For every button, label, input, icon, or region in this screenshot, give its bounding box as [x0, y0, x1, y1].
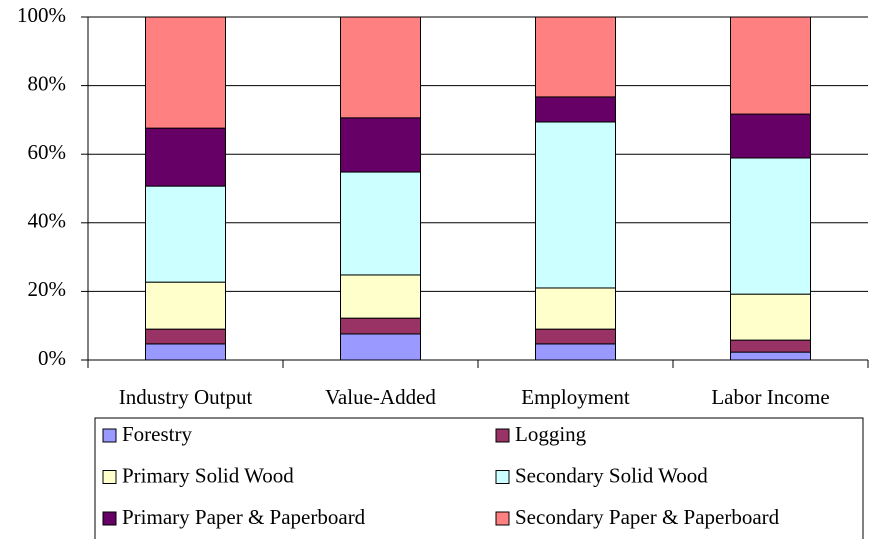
legend-swatch: [495, 511, 510, 526]
legend-swatch: [102, 511, 117, 526]
bar-segment: [730, 339, 811, 353]
x-tick-label: Labor Income: [711, 385, 829, 409]
y-tick-label: 0%: [38, 346, 66, 370]
legend-box: [94, 417, 864, 539]
bar-segment: [730, 293, 811, 341]
bar-segment: [340, 171, 421, 276]
x-tick-label: Industry Output: [119, 385, 253, 409]
x-tick-label: Employment: [521, 385, 630, 409]
legend-swatch: [495, 428, 510, 443]
y-tick-label: 40%: [28, 209, 67, 233]
legend-label: Secondary Paper & Paperboard: [515, 505, 780, 529]
x-tick-label: Value-Added: [325, 385, 436, 409]
bar-segment: [145, 343, 226, 361]
bar-segment: [340, 317, 421, 335]
legend-label: Primary Solid Wood: [122, 463, 294, 487]
bar-segment: [535, 343, 616, 361]
bar-segment: [145, 16, 226, 129]
bar-segment: [730, 16, 811, 115]
y-tick-label: 20%: [28, 277, 67, 301]
bar-segment: [340, 274, 421, 319]
bar-segment: [535, 16, 616, 98]
legend-label: Secondary Solid Wood: [515, 463, 708, 487]
bar-segment: [535, 121, 616, 289]
bar-segment: [535, 328, 616, 345]
legend-label: Primary Paper & Paperboard: [122, 505, 366, 529]
bar-segment: [730, 351, 811, 361]
bar-segment: [535, 96, 616, 123]
bar-segment: [145, 185, 226, 283]
bar-segment: [340, 117, 421, 173]
bar-segment: [145, 328, 226, 345]
legend-swatch: [102, 470, 117, 484]
legend-swatch: [495, 470, 510, 484]
bar-segment: [340, 16, 421, 119]
legend-swatch: [102, 428, 117, 443]
legend-label: Forestry: [122, 422, 192, 446]
bar-segment: [340, 333, 421, 361]
bar-segment: [145, 281, 226, 330]
bar-segment: [535, 287, 616, 330]
bar-segment: [145, 127, 226, 187]
y-tick-label: 80%: [28, 71, 67, 95]
legend-label: Logging: [515, 422, 587, 446]
bar-segment: [730, 157, 811, 295]
y-tick-label: 100%: [17, 3, 66, 27]
y-tick-label: 60%: [28, 140, 67, 164]
bar-segment: [730, 113, 811, 159]
